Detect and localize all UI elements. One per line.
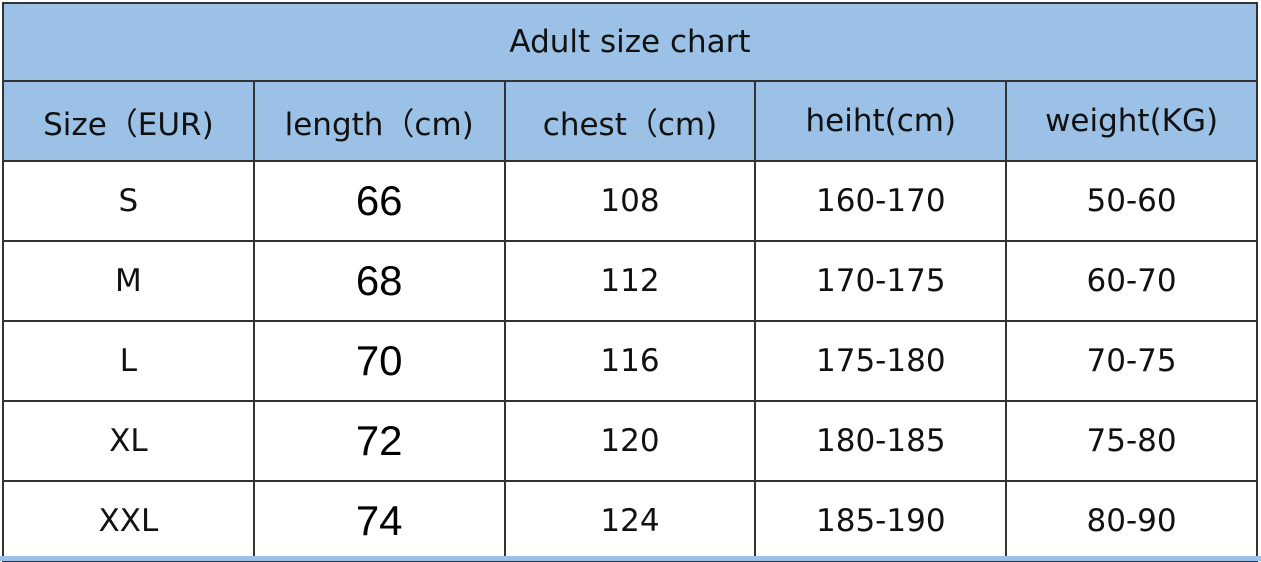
cell-chest: 112 (503, 240, 757, 322)
table-title: Adult size chart (2, 2, 1258, 82)
cell-weight: 50-60 (1005, 160, 1258, 242)
cell-size: XL (2, 400, 255, 482)
cell-height: 175-180 (754, 320, 1008, 402)
cell-size: S (2, 160, 255, 242)
table-row: L 70 116 175-180 70-75 (2, 320, 1258, 402)
cell-weight: 80-90 (1005, 480, 1258, 562)
cell-height: 180-185 (754, 400, 1008, 482)
cell-size: L (2, 320, 255, 402)
cell-height: 160-170 (754, 160, 1008, 242)
header-chest: chest（cm) (503, 80, 757, 162)
cell-chest: 120 (503, 400, 757, 482)
cell-height: 170-175 (754, 240, 1008, 322)
cell-height: 185-190 (754, 480, 1008, 562)
cell-size: M (2, 240, 255, 322)
table-row: M 68 112 170-175 60-70 (2, 240, 1258, 322)
header-height: heiht(cm) (754, 80, 1008, 162)
cell-length: 66 (252, 160, 506, 242)
cell-length: 74 (252, 480, 506, 562)
cell-weight: 60-70 (1005, 240, 1258, 322)
header-row: Size（EUR) length（cm) chest（cm) heiht(cm)… (2, 80, 1258, 162)
bottom-strip (0, 556, 1261, 561)
cell-weight: 70-75 (1005, 320, 1258, 402)
header-length: length（cm) (252, 80, 506, 162)
header-size: Size（EUR) (2, 80, 255, 162)
cell-chest: 116 (503, 320, 757, 402)
cell-chest: 124 (503, 480, 757, 562)
table-row: XXL 74 124 185-190 80-90 (2, 480, 1258, 562)
cell-weight: 75-80 (1005, 400, 1258, 482)
cell-length: 72 (252, 400, 506, 482)
header-weight: weight(KG) (1005, 80, 1258, 162)
cell-length: 68 (252, 240, 506, 322)
cell-chest: 108 (503, 160, 757, 242)
table-row: XL 72 120 180-185 75-80 (2, 400, 1258, 482)
cell-length: 70 (252, 320, 506, 402)
table-row: S 66 108 160-170 50-60 (2, 160, 1258, 242)
cell-size: XXL (2, 480, 255, 562)
